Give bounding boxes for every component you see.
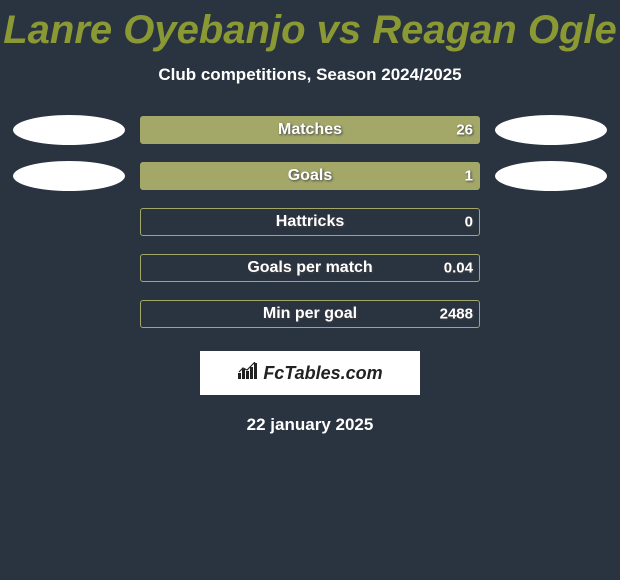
- left-ellipse: [13, 115, 125, 145]
- stat-bar: Min per goal 2488: [140, 300, 480, 328]
- bar-chart-icon: [237, 362, 259, 385]
- stat-value-right: 2488: [440, 306, 473, 323]
- stat-label: Hattricks: [276, 213, 344, 231]
- stat-row: Min per goal 2488: [0, 299, 620, 329]
- stat-row: Hattricks 0: [0, 207, 620, 237]
- stat-row: Goals 1: [0, 161, 620, 191]
- stat-value-right: 26: [456, 122, 473, 139]
- stat-row: Goals per match 0.04: [0, 253, 620, 283]
- stat-row: Matches 26: [0, 115, 620, 145]
- right-ellipse: [495, 161, 607, 191]
- logo-text: FcTables.com: [263, 363, 382, 384]
- left-ellipse: [13, 161, 125, 191]
- title-block: Lanre Oyebanjo vs Reagan Ogle: [0, 8, 620, 53]
- stat-bar: Goals 1: [140, 162, 480, 190]
- subtitle: Club competitions, Season 2024/2025: [0, 65, 620, 85]
- stat-value-right: 0: [465, 214, 473, 231]
- stat-bar: Goals per match 0.04: [140, 254, 480, 282]
- right-ellipse: [495, 115, 607, 145]
- stat-label: Min per goal: [263, 305, 357, 323]
- comparison-infographic: Lanre Oyebanjo vs Reagan Ogle Club compe…: [0, 0, 620, 435]
- stats-block: Matches 26 Goals 1 Hattricks 0 Goals per match…: [0, 115, 620, 329]
- stat-label: Goals per match: [247, 259, 372, 277]
- main-title: Lanre Oyebanjo vs Reagan Ogle: [0, 8, 620, 53]
- date-text: 22 january 2025: [0, 415, 620, 435]
- logo-box: FcTables.com: [200, 351, 420, 395]
- stat-bar: Matches 26: [140, 116, 480, 144]
- stat-label: Matches: [278, 121, 342, 139]
- stat-bar: Hattricks 0: [140, 208, 480, 236]
- stat-value-right: 0.04: [444, 260, 473, 277]
- stat-label: Goals: [288, 167, 332, 185]
- stat-value-right: 1: [465, 168, 473, 185]
